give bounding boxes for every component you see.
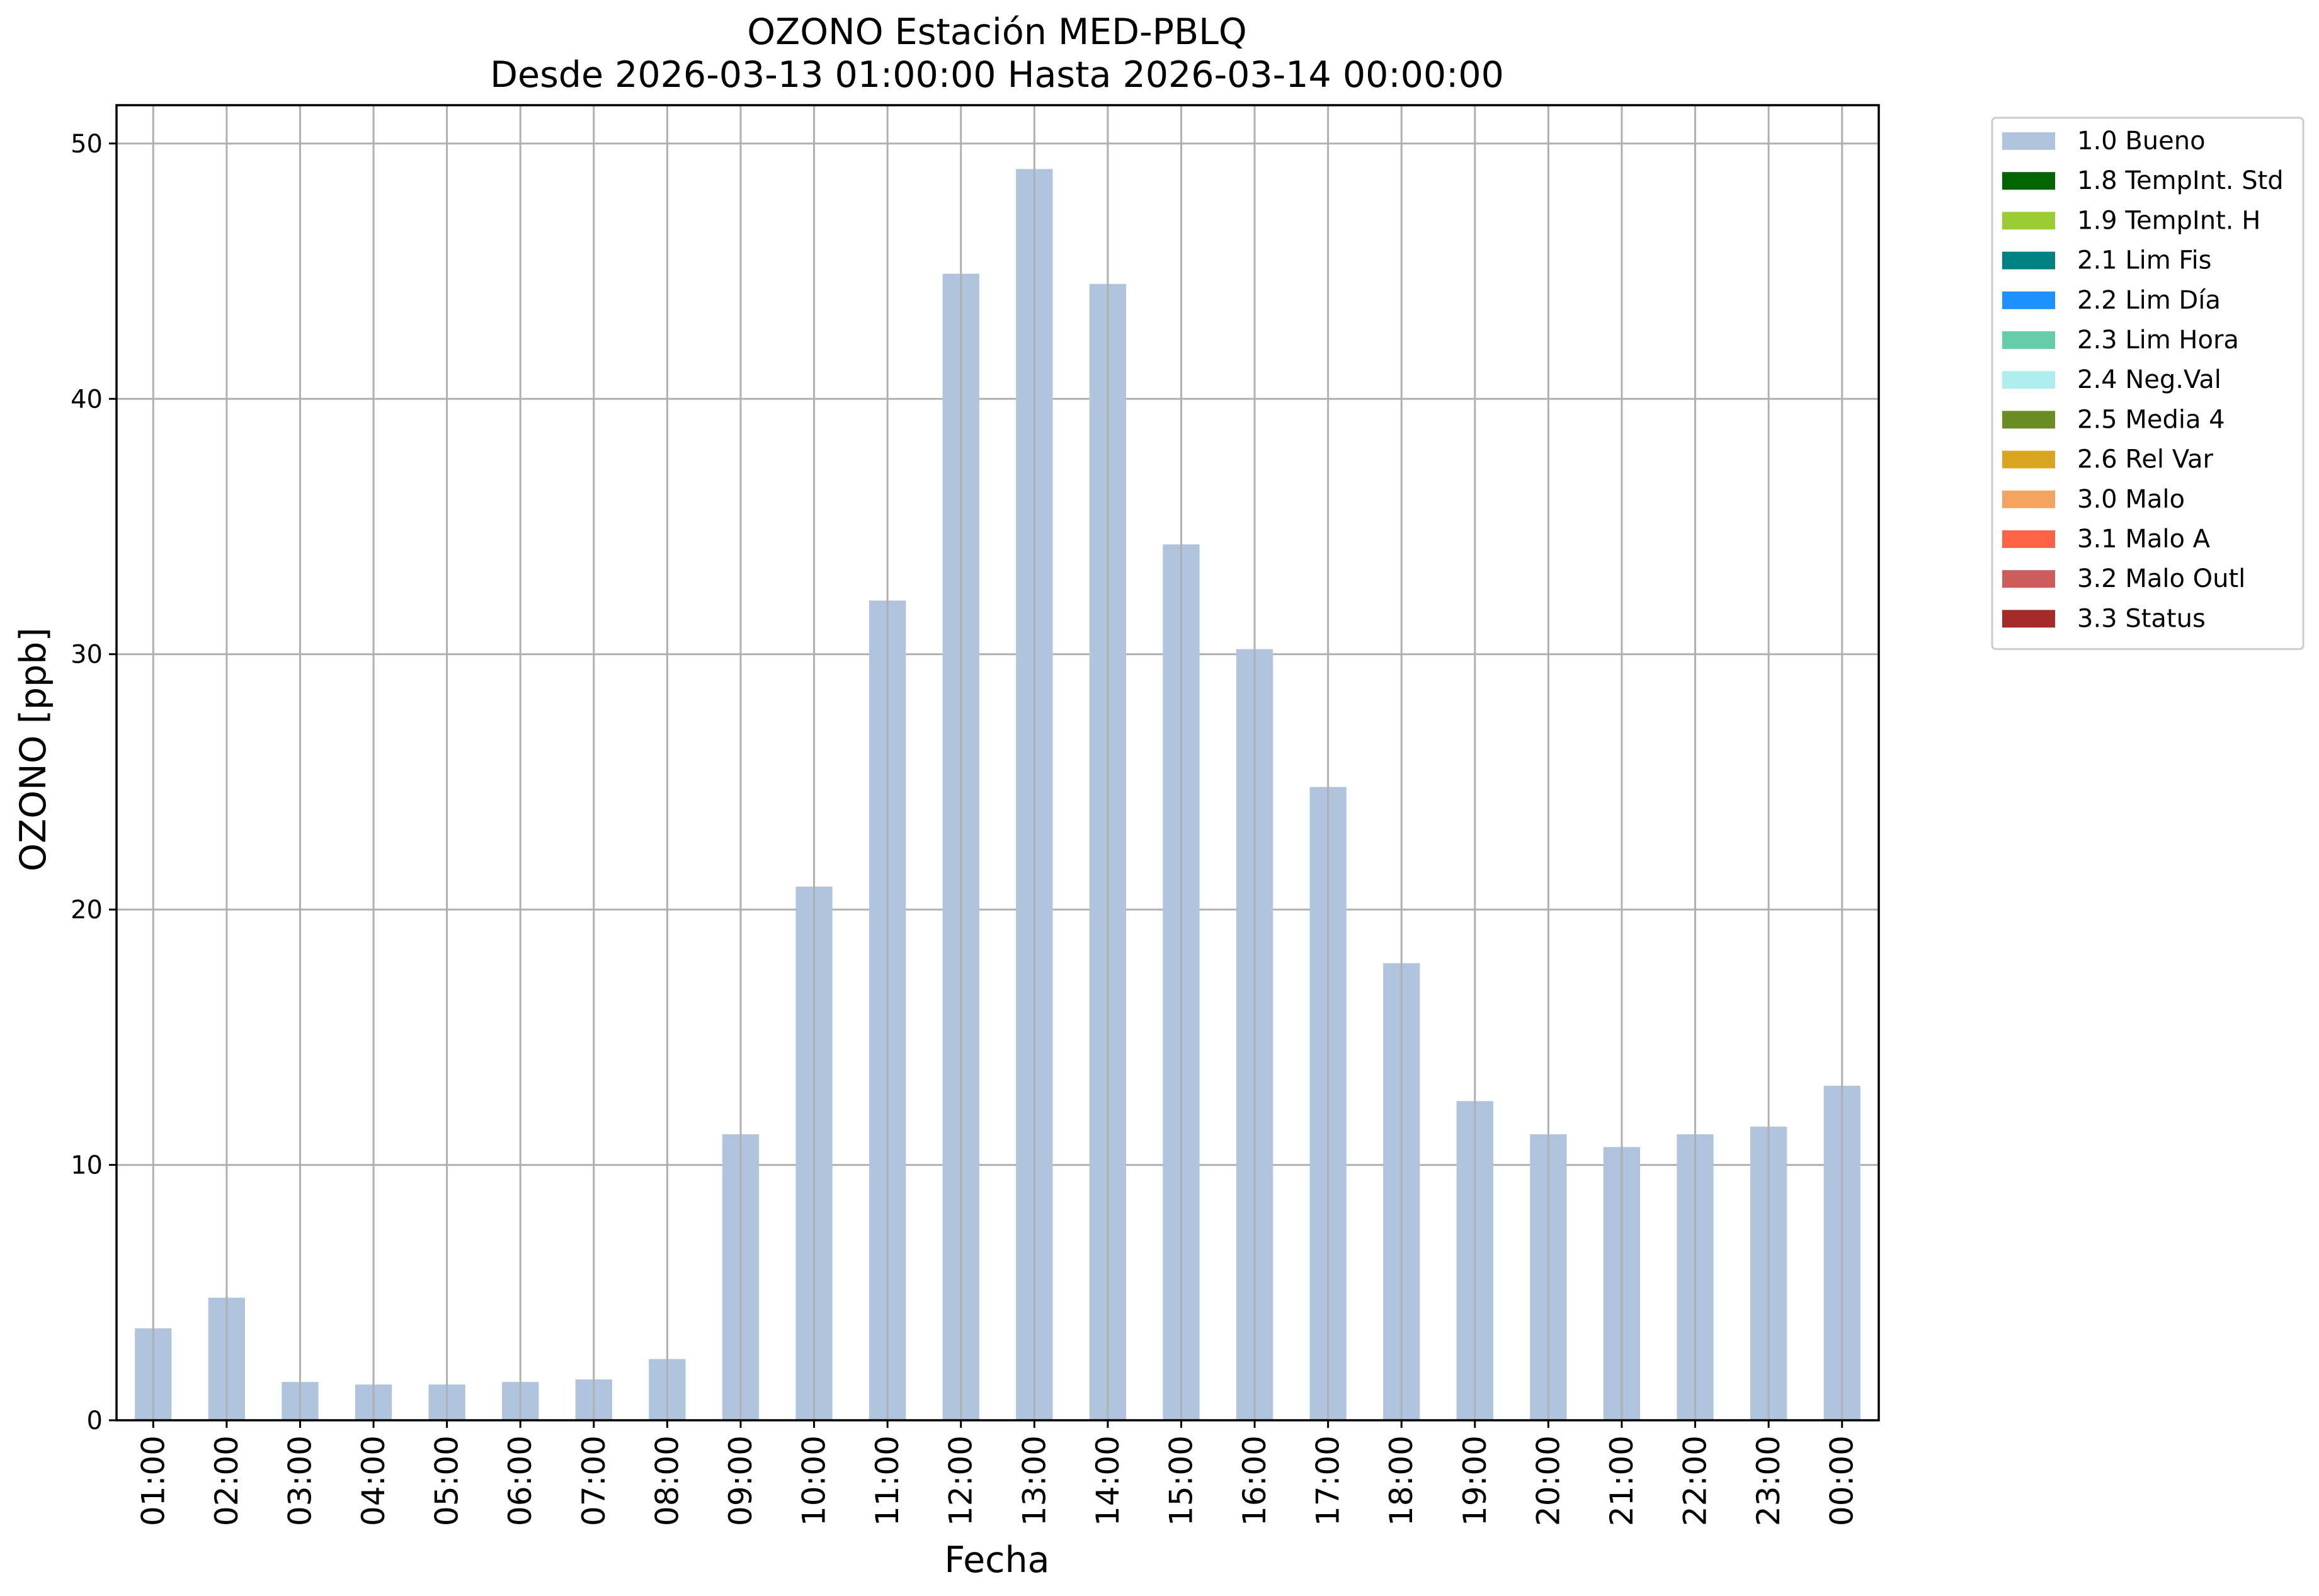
legend: 1.0 Bueno 1.8 TempInt. Std 1.9 TempInt. H 2… [1991, 117, 2305, 651]
y-axis-label: OZONO [ppb] [13, 627, 54, 871]
legend-swatch [2002, 490, 2055, 508]
legend-label: 2.3 Lim Hora [2077, 326, 2239, 355]
legend-swatch [2002, 450, 2055, 469]
chart-subtitle: Desde 2026-03-13 01:00:00 Hasta 2026-03-… [490, 54, 1504, 96]
legend-swatch [2002, 570, 2055, 588]
legend-swatch [2002, 251, 2055, 270]
x-tick-label: 08:00 [649, 1435, 685, 1526]
x-tick-label: 02:00 [208, 1435, 245, 1526]
x-tick-label: 05:00 [429, 1435, 465, 1526]
x-tick-label: 18:00 [1383, 1435, 1420, 1526]
x-tick-label: 17:00 [1310, 1435, 1347, 1526]
x-tick-label: 06:00 [502, 1435, 538, 1526]
y-tick-label: 50 [71, 130, 103, 159]
y-tick-label: 0 [87, 1406, 103, 1435]
plot-frame [115, 104, 1880, 1422]
legend-label: 2.5 Media 4 [2077, 405, 2225, 434]
y-tick-label: 10 [71, 1151, 103, 1180]
x-tick-label: 12:00 [943, 1435, 979, 1526]
x-tick-label: 13:00 [1016, 1435, 1052, 1526]
x-axis-label: Fecha [944, 1539, 1049, 1581]
x-tick-label: 16:00 [1236, 1435, 1273, 1526]
x-tick-label: 00:00 [1824, 1435, 1860, 1526]
legend-swatch [2002, 371, 2055, 389]
legend-swatch [2002, 411, 2055, 429]
x-tick-label: 10:00 [796, 1435, 833, 1526]
x-tick-label: 14:00 [1090, 1435, 1126, 1526]
legend-swatch [2002, 331, 2055, 349]
x-tick-label: 03:00 [282, 1435, 318, 1526]
x-tick-label: 11:00 [869, 1435, 906, 1526]
legend-swatch [2002, 212, 2055, 230]
legend-label: 1.9 TempInt. H [2077, 206, 2260, 235]
legend-swatch [2002, 132, 2055, 150]
legend-box [1991, 117, 2305, 651]
y-tick-label: 30 [71, 641, 103, 670]
legend-label: 3.2 Malo Outl [2077, 564, 2245, 593]
y-tick-label: 20 [71, 896, 103, 925]
legend-label: 3.0 Malo [2077, 485, 2185, 514]
legend-label: 2.1 Lim Fis [2077, 246, 2211, 275]
legend-label: 2.2 Lim Día [2077, 286, 2221, 315]
legend-label: 2.4 Neg.Val [2077, 365, 2221, 394]
y-tick-label: 40 [71, 385, 103, 414]
legend-label: 1.8 TempInt. Std [2077, 166, 2284, 195]
x-tick-label: 21:00 [1604, 1435, 1640, 1526]
x-tick-label: 19:00 [1457, 1435, 1493, 1526]
legend-label: 2.6 Rel Var [2077, 445, 2214, 474]
legend-swatch [2002, 610, 2055, 628]
legend-swatch [2002, 530, 2055, 548]
legend-swatch [2002, 291, 2055, 309]
x-axis-ticks: 01:00 02:00 03:00 04:00 05:00 06:00 07:00 08:00… [135, 1420, 1860, 1526]
legend-label: 3.1 Malo A [2077, 525, 2211, 554]
x-tick-label: 22:00 [1677, 1435, 1714, 1526]
x-tick-label: 15:00 [1163, 1435, 1199, 1526]
legend-swatch [2002, 172, 2055, 190]
x-tick-label: 23:00 [1750, 1435, 1787, 1526]
legend-label: 3.3 Status [2077, 604, 2206, 633]
x-tick-label: 20:00 [1530, 1435, 1566, 1526]
legend-label: 1.0 Bueno [2077, 127, 2206, 156]
x-tick-label: 04:00 [355, 1435, 392, 1526]
x-tick-label: 01:00 [135, 1435, 171, 1526]
x-tick-label: 09:00 [722, 1435, 759, 1526]
x-tick-label: 07:00 [576, 1435, 612, 1526]
bar-series [135, 169, 1860, 1421]
vertical-grid [152, 105, 1843, 1420]
y-axis-ticks: 0 10 20 30 40 50 [71, 130, 117, 1435]
chart-title: OZONO Estación MED-PBLQ [747, 11, 1246, 53]
